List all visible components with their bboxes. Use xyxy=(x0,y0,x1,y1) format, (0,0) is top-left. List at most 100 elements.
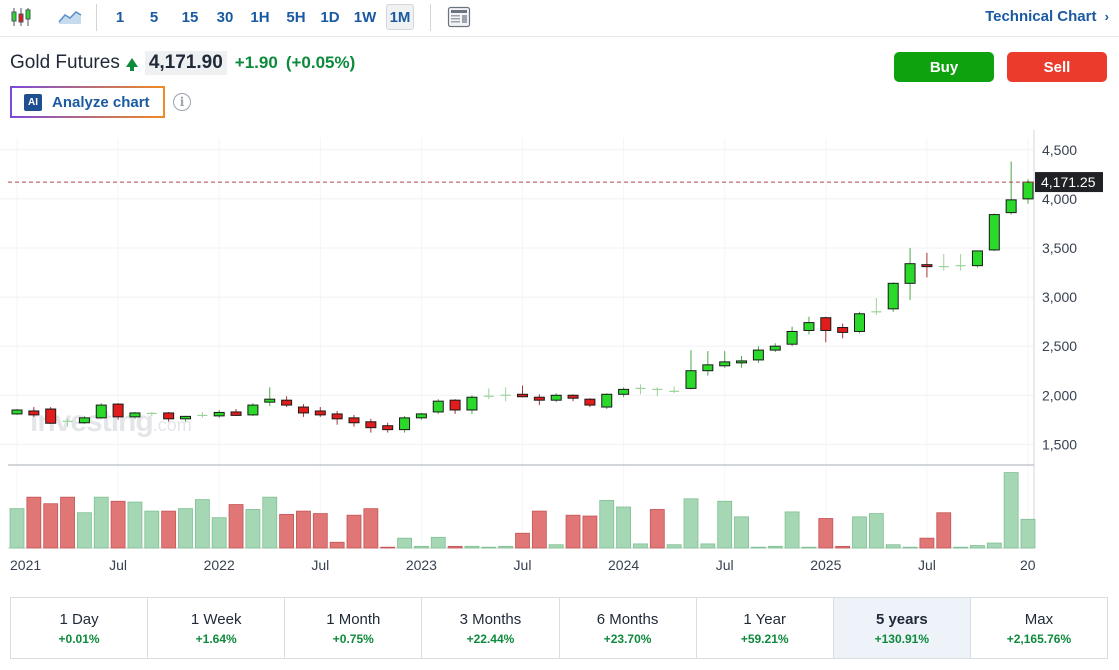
x-tick-label: 20 xyxy=(1020,557,1036,573)
info-icon[interactable]: i xyxy=(173,93,191,111)
performance-period-value: +130.91% xyxy=(874,631,929,646)
candle-body xyxy=(533,396,545,401)
performance-period[interactable]: 1 Week +1.64% xyxy=(148,598,286,658)
volume-bar xyxy=(767,545,783,549)
up-arrow-icon xyxy=(125,57,138,71)
candle-body xyxy=(1005,199,1017,214)
volume-bar xyxy=(734,516,749,549)
y-tick-label: 4,500 xyxy=(1042,142,1077,158)
price-change: +1.90 xyxy=(234,53,278,72)
x-tick-label: Jul xyxy=(918,557,936,573)
interval-15[interactable]: 15 xyxy=(181,8,199,26)
y-tick-label: 4,000 xyxy=(1042,191,1077,207)
performance-period[interactable]: 6 Months +23.70% xyxy=(560,598,697,658)
volume-bar xyxy=(633,543,648,549)
candle-body xyxy=(769,345,781,351)
candle-body xyxy=(297,406,309,414)
volume-bar xyxy=(178,508,193,549)
performance-period[interactable]: 3 Months +22.44% xyxy=(422,598,560,658)
candle-body xyxy=(517,393,528,398)
volume-bar xyxy=(649,509,665,549)
performance-period[interactable]: 5 years +130.91% xyxy=(833,598,971,658)
candle-body xyxy=(601,393,613,408)
watermark-suffix: .com xyxy=(152,415,192,435)
interval-5[interactable]: 5 xyxy=(149,8,159,26)
chart-toolbar: 1 5 15 30 1H 5H 1D 1W 1M Technical Chart › xyxy=(0,0,1119,37)
volume-bar xyxy=(700,543,716,549)
volume-bar xyxy=(430,536,446,549)
performance-period[interactable]: 1 Day +0.01% xyxy=(11,598,149,658)
candle-body xyxy=(247,404,259,416)
volume-bar xyxy=(868,513,884,549)
candle-body xyxy=(129,412,141,418)
interval-5h[interactable]: 5H xyxy=(286,8,306,26)
interval-30[interactable]: 30 xyxy=(216,8,234,26)
volume-bar xyxy=(363,508,379,549)
volume-bar xyxy=(616,506,631,549)
candle-body xyxy=(803,322,815,331)
candle-body xyxy=(584,398,596,406)
interval-1w[interactable]: 1W xyxy=(353,8,377,26)
candle-body xyxy=(382,425,394,431)
candle-body xyxy=(702,364,714,372)
candle-body xyxy=(415,413,427,419)
candle-body xyxy=(112,403,124,418)
interval-1m[interactable]: 1M xyxy=(386,4,414,30)
volume-bar xyxy=(751,546,766,549)
performance-period[interactable]: Max +2,165.76% xyxy=(971,598,1107,658)
sell-button[interactable]: Sell xyxy=(1007,52,1107,82)
toolbar-divider xyxy=(96,4,97,31)
volume-bar xyxy=(953,546,968,549)
candle-body xyxy=(264,398,276,403)
volume-bar xyxy=(515,532,530,549)
ai-icon: AI xyxy=(24,93,42,111)
volume-bar xyxy=(127,501,143,549)
buy-button[interactable]: Buy xyxy=(894,52,994,82)
performance-period-label: 1 Week xyxy=(190,610,242,628)
candle-body xyxy=(163,412,175,420)
x-tick-label: 2022 xyxy=(204,557,235,573)
volume-bar xyxy=(986,542,1002,549)
technical-chart-link[interactable]: Technical Chart › xyxy=(985,8,1109,25)
candle-body xyxy=(180,415,191,420)
analyze-chart-button[interactable]: AI Analyze chart xyxy=(10,86,165,118)
performance-period-label: Max xyxy=(1024,610,1054,628)
candle-body xyxy=(550,394,562,401)
volume-bar xyxy=(885,544,901,549)
volume-bar xyxy=(902,546,918,549)
candle-body xyxy=(736,360,748,364)
technical-chart-label: Technical Chart xyxy=(985,8,1097,25)
area-chart-icon[interactable] xyxy=(55,4,85,30)
interval-1h[interactable]: 1H xyxy=(250,8,270,26)
volume-bar xyxy=(531,510,547,549)
volume-bar xyxy=(1020,518,1036,549)
x-tick-label: Jul xyxy=(109,557,127,573)
price-change-percent: (+0.05%) xyxy=(285,53,356,72)
layout-icon[interactable] xyxy=(445,4,473,30)
volume-bar xyxy=(245,509,261,549)
volume-bar xyxy=(852,516,867,549)
candle-body xyxy=(618,388,630,395)
performance-period[interactable]: 1 Month +0.75% xyxy=(285,598,423,658)
performance-period[interactable]: 1 Year +59.21% xyxy=(697,598,834,658)
performance-period-label: 1 Month xyxy=(326,610,381,628)
candle-body xyxy=(314,410,326,416)
price-chart[interactable]: 1,500 2,000 2,500 3,000 3,500 4,000 4,500 4,171… xyxy=(0,130,1119,580)
candle-body xyxy=(988,214,1000,251)
volume-bar xyxy=(835,545,851,549)
performance-period-value: +2,165.76% xyxy=(1006,631,1072,646)
volume-bar xyxy=(329,541,345,549)
candlestick-icon[interactable] xyxy=(7,4,35,30)
volume-bar xyxy=(312,513,328,549)
volume-bar xyxy=(565,514,581,549)
interval-1d[interactable]: 1D xyxy=(320,8,340,26)
instrument-header: Gold Futures 4,171.90 +1.90 (+0.05%) xyxy=(10,50,355,76)
interval-1[interactable]: 1 xyxy=(115,8,125,26)
candle-body xyxy=(432,400,444,413)
volume-bar xyxy=(498,545,514,549)
volume-bar xyxy=(43,503,59,549)
performance-period-label: 6 Months xyxy=(596,610,659,628)
volume-bar xyxy=(582,515,598,549)
volume-bar xyxy=(296,510,311,549)
performance-period-value: +1.64% xyxy=(195,631,237,646)
